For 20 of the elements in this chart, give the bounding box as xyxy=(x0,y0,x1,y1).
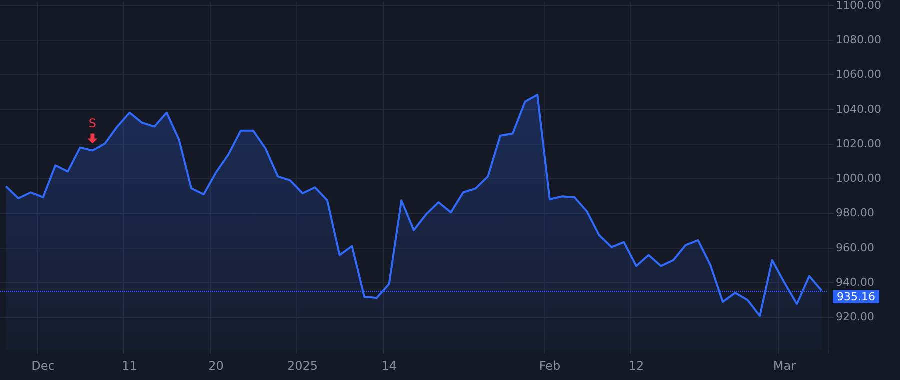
y-tick-label: 1040.00 xyxy=(836,102,882,116)
y-tick-label: 1080.00 xyxy=(836,34,882,47)
y-tick-label: 960.00 xyxy=(836,241,874,254)
y-tick-label: 940.00 xyxy=(836,276,874,289)
x-tick-label: 20 xyxy=(208,359,224,373)
y-tick-label: 1100.00 xyxy=(836,0,882,12)
annotation: S xyxy=(88,116,96,131)
x-tick-label: Feb xyxy=(539,359,561,373)
y-tick-label: 1000.00 xyxy=(836,172,882,186)
y-tick-label: 980.00 xyxy=(836,206,874,220)
x-tick-label: 11 xyxy=(122,359,138,373)
y-tick-label: 920.00 xyxy=(836,310,874,324)
x-tick-label: Mar xyxy=(773,359,796,373)
ref-line-label: 935.16 xyxy=(837,290,876,304)
x-tick-label: Dec xyxy=(32,359,55,373)
x-tick-label: 2025 xyxy=(288,359,318,373)
x-tick-label: 14 xyxy=(382,359,397,373)
y-tick-label: 1060.00 xyxy=(836,68,882,82)
y-tick-label: 1020.00 xyxy=(836,137,882,150)
x-tick-label: 12 xyxy=(628,359,644,373)
